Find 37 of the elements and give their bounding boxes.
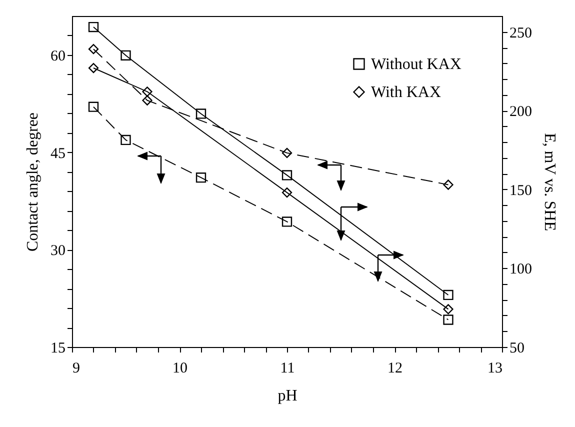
- point: [88, 62, 99, 74]
- point: [196, 108, 206, 119]
- y-axis-title: Contact angle, degree: [24, 112, 42, 252]
- point: [443, 290, 454, 300]
- point: [88, 102, 99, 112]
- point: [443, 314, 454, 325]
- x-tick-label: 11: [280, 360, 295, 376]
- y2-axis-title: E, mV vs. SHE: [541, 133, 558, 231]
- y-tick-label: 15: [50, 340, 66, 356]
- x-tick-label: 10: [172, 360, 188, 376]
- point: [88, 44, 99, 54]
- x-tick-label: 9: [72, 360, 80, 376]
- point: [443, 304, 454, 314]
- point: [120, 50, 131, 60]
- point: [282, 148, 292, 158]
- point: [282, 187, 292, 198]
- point: [196, 172, 206, 183]
- legend-label: Without KAX: [371, 56, 462, 73]
- y2-tick-label: 100: [510, 262, 532, 278]
- point: [282, 170, 292, 180]
- y-tick-label: 45: [50, 146, 66, 162]
- point: [282, 216, 292, 227]
- y2-tick-label: 50: [510, 340, 524, 356]
- y2-tick-label: 150: [510, 182, 532, 199]
- point: [443, 180, 454, 190]
- y-tick-label: 30: [50, 243, 66, 260]
- x-axis-title: pH: [278, 388, 298, 404]
- x-tick-label: 12: [388, 360, 402, 376]
- y2-tick-label: 200: [510, 104, 532, 120]
- y2-tick-label: 250: [510, 25, 532, 42]
- point: [120, 134, 131, 146]
- y-tick-label: 60: [50, 48, 66, 64]
- point: [142, 95, 152, 106]
- legend-label: With KAX: [371, 84, 442, 101]
- point: [88, 22, 99, 32]
- x-tick-label: 13: [488, 360, 502, 376]
- point: [142, 86, 152, 97]
